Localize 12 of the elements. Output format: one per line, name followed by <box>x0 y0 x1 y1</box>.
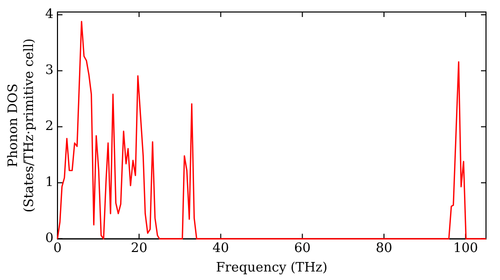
y-tick-label: 2 <box>45 119 54 134</box>
x-axis-title: Frequency (THz) <box>216 260 328 276</box>
x-tick-label: 20 <box>130 240 148 256</box>
x-tick-label: 40 <box>212 240 229 256</box>
x-tick-label: 100 <box>453 240 478 256</box>
y-tick-label: 1 <box>45 175 54 190</box>
x-tick-label: 60 <box>294 240 311 256</box>
y-tick-label: 3 <box>45 63 54 78</box>
y-tick-label: 0 <box>45 231 54 246</box>
y-axis-title: Phonon DOS (States/THz·primitive cell) <box>6 38 37 212</box>
y-tick-label: 4 <box>45 7 54 22</box>
x-tick-label: 80 <box>376 240 392 256</box>
